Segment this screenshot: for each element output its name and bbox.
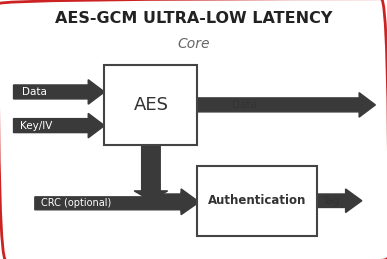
Bar <box>0 0 387 36</box>
FancyArrow shape <box>151 189 197 212</box>
Text: Key/IV: Key/IV <box>20 121 53 131</box>
FancyArrow shape <box>317 189 362 212</box>
Text: Tag: Tag <box>322 196 339 206</box>
FancyArrow shape <box>14 113 104 138</box>
FancyArrow shape <box>134 145 168 201</box>
Text: Authentication: Authentication <box>208 194 307 207</box>
Bar <box>197 166 317 236</box>
Text: Data: Data <box>232 100 257 110</box>
Text: CRC (optional): CRC (optional) <box>41 198 111 208</box>
FancyArrow shape <box>14 80 104 104</box>
Bar <box>104 65 197 145</box>
FancyArrow shape <box>35 192 197 215</box>
Text: Data: Data <box>22 87 47 97</box>
FancyArrow shape <box>197 93 375 117</box>
Text: AES-GCM ULTRA-LOW LATENCY: AES-GCM ULTRA-LOW LATENCY <box>55 11 332 26</box>
Text: Core: Core <box>177 37 210 51</box>
Text: AES: AES <box>134 96 168 114</box>
